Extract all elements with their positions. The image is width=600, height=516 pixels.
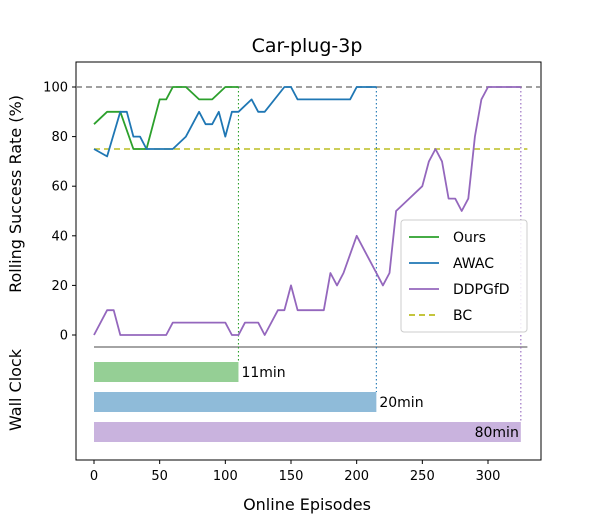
x-tick-label: 0 <box>90 469 98 484</box>
wall-clock-bar-ddpgfd <box>94 422 521 442</box>
chart-title: Car-plug-3p <box>252 35 363 57</box>
x-tick-label: 200 <box>344 469 369 484</box>
wall-clock-bar-ours <box>94 362 239 382</box>
series-line-ddpgfd <box>93 86 521 336</box>
x-tick-label: 50 <box>151 469 168 484</box>
wall-clock-label: Wall Clock <box>6 348 25 431</box>
series-line-ours <box>93 86 239 150</box>
legend-label-ours: Ours <box>453 230 486 246</box>
y-tick-label: 80 <box>51 130 68 145</box>
x-axis-label: Online Episodes <box>243 495 371 514</box>
wall-clock-label-ddpgfd: 80min <box>475 425 519 441</box>
legend-box <box>400 219 528 333</box>
plot-area: 0 20 40 60 80 100 0 50 100 150 200 250 300 11min 20min… <box>43 61 542 484</box>
wall-clock-bar-awac <box>94 392 377 412</box>
x-tick-label: 250 <box>410 469 435 484</box>
y-tick-label: 100 <box>43 81 68 96</box>
x-tick-label: 100 <box>213 469 238 484</box>
y-tick-label: 40 <box>51 229 68 244</box>
legend-label-awac: AWAC <box>453 256 494 272</box>
axes-frame <box>75 61 542 461</box>
legend-label-bc: BC <box>453 308 472 324</box>
x-tick-label: 150 <box>279 469 304 484</box>
series-line-awac <box>93 86 377 158</box>
wall-clock-label-ours: 11min <box>241 365 285 381</box>
y-tick-label: 0 <box>60 329 68 344</box>
wall-clock-label-awac: 20min <box>379 395 423 411</box>
y-tick-label: 20 <box>51 279 68 294</box>
y-tick-label: 60 <box>51 180 68 195</box>
y-axis-label: Rolling Success Rate (%) <box>6 95 25 293</box>
legend-label-ddpgfd: DDPGfD <box>453 282 510 298</box>
x-tick-label: 300 <box>476 469 501 484</box>
